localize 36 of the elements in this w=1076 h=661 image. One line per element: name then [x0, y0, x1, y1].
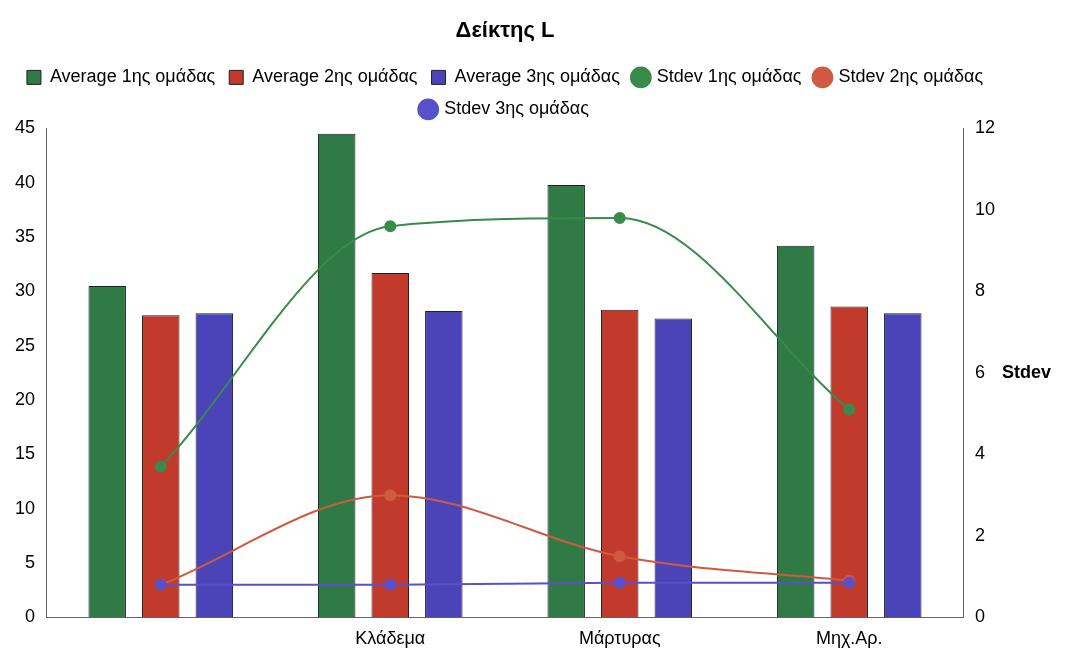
y2-tick-label: 6 — [974, 361, 985, 382]
y-tick-label: 25 — [14, 334, 36, 355]
y-tick-label: 5 — [25, 552, 36, 573]
y-tick-label: 20 — [14, 389, 36, 410]
y2-tick-label: 10 — [974, 198, 996, 219]
legend-label: Average 2ης ομάδας — [252, 66, 418, 87]
y-tick-label: 40 — [14, 171, 36, 192]
point — [843, 403, 856, 416]
x-tick-label: Μάρτυρας — [578, 628, 661, 649]
point — [613, 212, 626, 225]
point — [384, 489, 397, 502]
y2-axis-title: Stdev — [1002, 361, 1052, 382]
point — [384, 578, 397, 591]
y-tick-label: 0 — [25, 606, 36, 627]
legend-label: Stdev 1ης ομάδας — [656, 66, 802, 87]
point — [154, 460, 167, 473]
x-tick-label: Μηχ.Αρ. — [815, 628, 883, 649]
y2-tick-label: 8 — [974, 280, 985, 301]
y-tick-label: 10 — [14, 497, 36, 518]
y2-tick-label: 4 — [974, 443, 985, 464]
y-tick-label: 15 — [14, 443, 36, 464]
y2-tick-label: 12 — [974, 117, 996, 138]
legend-label: Stdev 3ης ομάδας — [444, 98, 590, 119]
point — [613, 576, 626, 589]
chart-title: Δείκτης L — [455, 17, 555, 43]
y-tick-label: 35 — [14, 226, 36, 247]
point — [613, 550, 626, 563]
legend-label: Stdev 2ης ομάδας — [838, 66, 984, 87]
point — [384, 220, 397, 233]
y2-tick-label: 0 — [974, 606, 985, 627]
legend-label: Average 3ης ομάδας — [454, 66, 621, 87]
y-tick-label: 30 — [14, 280, 36, 301]
y2-tick-label: 2 — [974, 524, 985, 545]
x-tick-label: Κλάδεμα — [355, 628, 426, 649]
y-tick-label: 45 — [14, 117, 36, 138]
legend-label: Average 1ης ομάδας — [49, 66, 216, 87]
